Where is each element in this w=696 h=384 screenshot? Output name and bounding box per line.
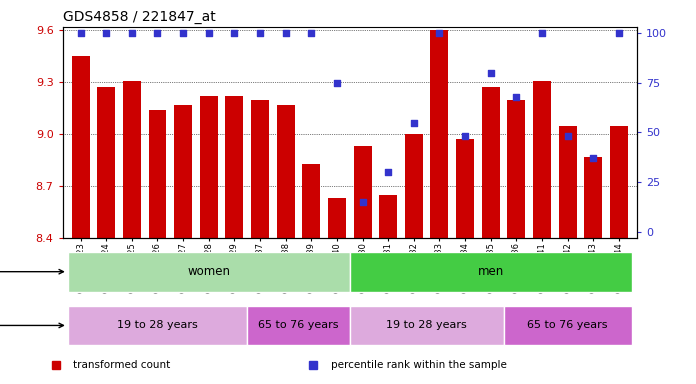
Bar [482, 88, 500, 238]
Bar [350, 306, 503, 345]
Point [485, 70, 496, 76]
Point [101, 30, 112, 36]
Bar [610, 126, 628, 238]
Bar [68, 252, 350, 291]
Text: 19 to 28 years: 19 to 28 years [117, 320, 198, 331]
Bar [379, 195, 397, 238]
Bar [72, 56, 90, 238]
Text: age: age [0, 320, 63, 331]
Text: men: men [477, 265, 504, 278]
Bar [559, 126, 576, 238]
Point [434, 30, 445, 36]
Point [537, 30, 548, 36]
Point [357, 199, 368, 205]
Point [75, 30, 86, 36]
Bar [251, 99, 269, 238]
Point [409, 119, 420, 126]
Text: transformed count: transformed count [73, 360, 171, 370]
Point [203, 30, 214, 36]
Bar [328, 198, 346, 238]
Point [383, 169, 394, 175]
Bar [507, 99, 525, 238]
Point [613, 30, 624, 36]
Point [562, 133, 574, 139]
Point [255, 30, 266, 36]
Text: GDS4858 / 221847_at: GDS4858 / 221847_at [63, 10, 215, 25]
Bar [148, 110, 166, 238]
Point [280, 30, 291, 36]
Bar [431, 30, 448, 238]
Bar [247, 306, 350, 345]
Bar [174, 105, 192, 238]
Text: gender: gender [0, 266, 63, 277]
Bar [97, 88, 116, 238]
Text: 65 to 76 years: 65 to 76 years [258, 320, 339, 331]
Bar [302, 164, 320, 238]
Bar [456, 139, 474, 238]
Point [177, 30, 189, 36]
Point [306, 30, 317, 36]
Bar [533, 81, 551, 238]
Bar [200, 96, 218, 238]
Bar [405, 134, 422, 238]
Text: women: women [187, 265, 230, 278]
Bar [503, 306, 632, 345]
Text: 19 to 28 years: 19 to 28 years [386, 320, 467, 331]
Point [331, 79, 342, 86]
Point [229, 30, 240, 36]
Text: percentile rank within the sample: percentile rank within the sample [331, 360, 507, 370]
Bar [277, 105, 294, 238]
Bar [584, 157, 602, 238]
Bar [226, 96, 244, 238]
Bar [68, 306, 247, 345]
Point [587, 155, 599, 161]
Text: 65 to 76 years: 65 to 76 years [528, 320, 608, 331]
Bar [354, 146, 372, 238]
Bar [350, 252, 632, 291]
Point [459, 133, 470, 139]
Bar [123, 81, 141, 238]
Point [511, 94, 522, 100]
Point [126, 30, 137, 36]
Point [152, 30, 163, 36]
